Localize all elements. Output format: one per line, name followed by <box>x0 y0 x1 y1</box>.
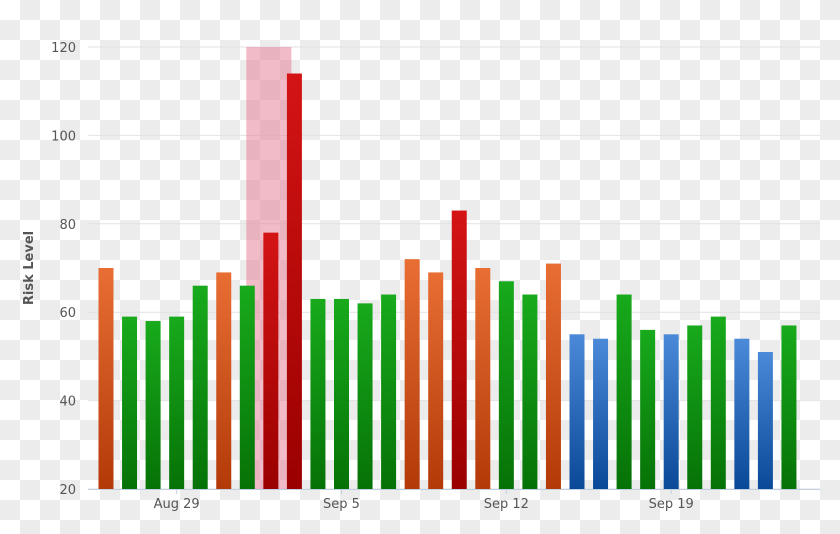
bar-sep-8 <box>404 259 420 489</box>
bar-aug-30 <box>192 285 208 489</box>
x-tick-label: Aug 29 <box>154 497 200 512</box>
bar-aug-31 <box>216 272 232 489</box>
bar-sep-23 <box>757 351 773 489</box>
bar-sep-2 <box>263 232 279 489</box>
y-tick-label: 80 <box>59 218 76 233</box>
x-tick-label: Sep 5 <box>323 497 360 512</box>
bar-aug-29 <box>169 316 185 489</box>
bar-sep-12 <box>498 281 514 489</box>
y-tick-label: 60 <box>59 306 76 321</box>
bar-sep-10 <box>451 210 467 490</box>
bar-sep-21 <box>710 316 726 489</box>
bar-sep-19 <box>663 334 679 489</box>
bar-sep-5 <box>334 298 349 489</box>
bar-sep-9 <box>428 272 444 489</box>
bar-sep-15 <box>569 334 585 489</box>
bar-sep-4 <box>310 298 326 489</box>
bar-sep-7 <box>381 294 397 489</box>
bar-aug-28 <box>145 321 161 489</box>
x-tick-label: Sep 12 <box>484 497 529 512</box>
bar-sep-14 <box>545 263 561 489</box>
y-tick-label: 20 <box>59 483 76 498</box>
y-axis-label: Risk Level <box>22 231 37 305</box>
bar-sep-17 <box>616 294 632 489</box>
bar-sep-3 <box>286 73 302 490</box>
bar-sep-13 <box>522 294 538 489</box>
bar-sep-11 <box>475 268 491 489</box>
bar-aug-27 <box>122 316 138 489</box>
bar-aug-26 <box>98 268 114 489</box>
x-tick-label: Sep 19 <box>649 497 694 512</box>
y-tick-label: 100 <box>51 129 76 144</box>
bar-sep-1 <box>239 285 255 489</box>
y-tick-label: 120 <box>51 41 76 56</box>
bar-sep-20 <box>687 325 703 489</box>
y-tick-label: 40 <box>59 395 76 410</box>
bar-sep-24 <box>781 325 797 489</box>
bar-sep-22 <box>734 338 750 489</box>
bar-sep-18 <box>640 329 656 489</box>
bar-sep-16 <box>593 338 609 489</box>
bar-sep-6 <box>357 303 373 489</box>
